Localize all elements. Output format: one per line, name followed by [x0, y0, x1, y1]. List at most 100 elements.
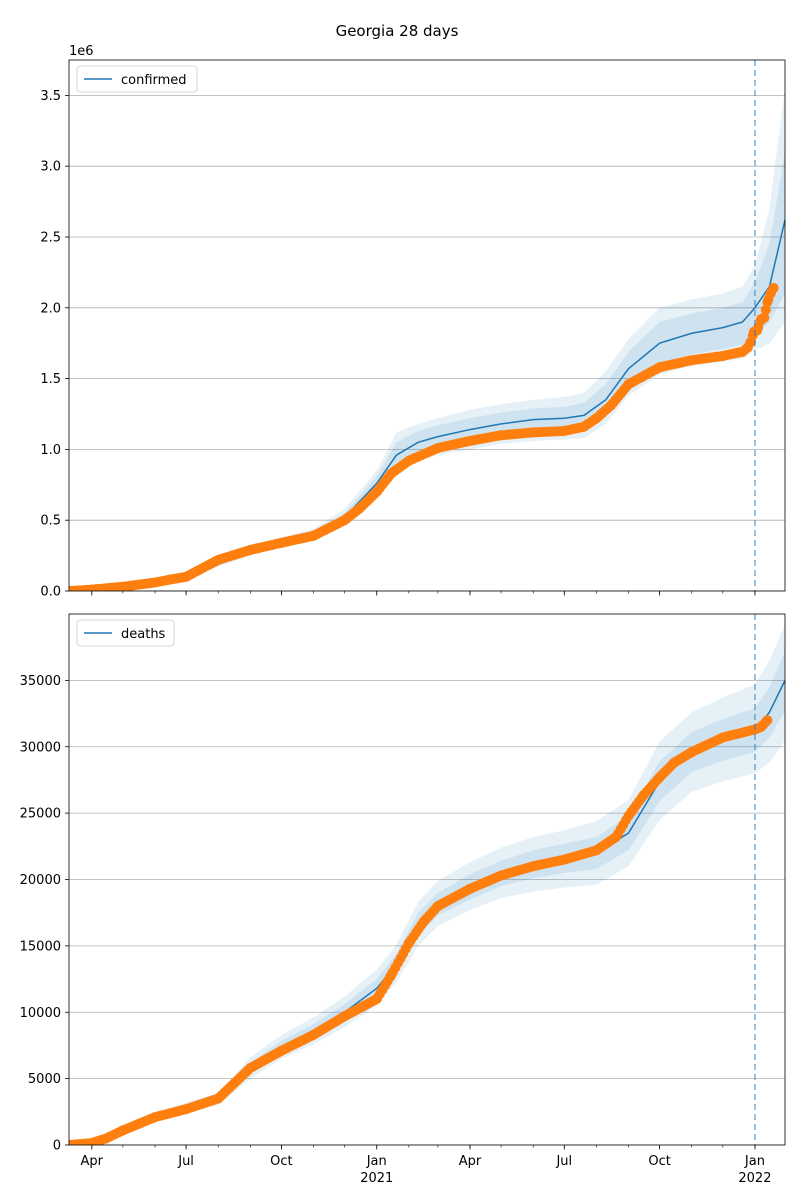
- plot-area: [69, 60, 785, 591]
- x-tick-label: Oct: [270, 1154, 292, 1169]
- x-tick-label: Oct: [648, 1154, 670, 1169]
- y-offset-label: 1e6: [69, 44, 94, 59]
- observed-point: [181, 1104, 192, 1115]
- observed-point: [276, 537, 287, 548]
- x-tick-year-label: 2022: [738, 1171, 771, 1186]
- y-tick-label: 0.5: [40, 514, 61, 529]
- observed-point: [578, 421, 589, 432]
- x-tick-label: Apr: [459, 1154, 482, 1169]
- observed-point: [717, 350, 728, 361]
- y-tick-label: 30000: [20, 740, 61, 755]
- observed-point: [756, 721, 767, 732]
- y-tick-label: 2.0: [40, 301, 61, 316]
- observed-point: [245, 1063, 256, 1074]
- chart-title: Georgia 28 days: [336, 22, 459, 40]
- observed-point: [611, 832, 622, 843]
- observed-point: [339, 1011, 350, 1022]
- observed-point: [654, 362, 665, 373]
- observed-point: [591, 845, 602, 856]
- observed-point: [759, 312, 770, 323]
- x-tick-year-label: 2021: [360, 1171, 393, 1186]
- observed-point: [623, 810, 634, 821]
- observed-point: [760, 304, 771, 315]
- x-tick-label: Apr: [81, 1154, 104, 1169]
- observed-point: [164, 574, 175, 585]
- plot-frame: [68, 59, 786, 592]
- uncertainty-band-0: [69, 88, 785, 591]
- y-tick-label: 3.5: [40, 89, 61, 104]
- legend: confirmed: [76, 65, 198, 93]
- observed-point: [371, 486, 382, 497]
- observed-point: [245, 544, 256, 555]
- x-tick-label: Jan: [744, 1154, 765, 1169]
- legend-label: deaths: [121, 627, 166, 642]
- observed-point: [752, 325, 763, 336]
- observed-point: [386, 468, 397, 479]
- observed-point: [528, 861, 539, 872]
- confirmed-panel: 0.0 0.5 1.0 1.5 2.0 2.5 3.0 3.5 1e6 confirmed: [40, 44, 786, 600]
- observed-point: [117, 1125, 128, 1136]
- observed-point: [150, 577, 160, 588]
- legend-box: [76, 65, 198, 93]
- observed-point: [623, 379, 634, 390]
- observed-point: [418, 916, 429, 927]
- y-tick-label: 10000: [20, 1006, 61, 1021]
- observed-point: [213, 554, 224, 565]
- observed-point: [339, 515, 350, 526]
- observed-point: [559, 854, 570, 865]
- observed-point: [465, 883, 475, 894]
- observed-point: [69, 1140, 74, 1145]
- observed-point: [762, 297, 773, 308]
- observed-point: [654, 772, 665, 783]
- observed-point: [717, 732, 728, 743]
- observed-point: [768, 282, 779, 293]
- observed-point: [386, 970, 397, 981]
- observed-point: [496, 430, 507, 441]
- legend: deaths: [76, 619, 175, 647]
- observed-point: [354, 503, 365, 514]
- observed-point: [432, 901, 443, 912]
- observed-point: [559, 425, 570, 436]
- x-tick-label: Jul: [177, 1154, 194, 1169]
- observed-point: [638, 790, 649, 801]
- observed-point: [86, 1138, 97, 1145]
- uncertainty-band-0: [69, 624, 785, 1145]
- uncertainty-band-1: [69, 152, 785, 591]
- y-tick-label: 5000: [28, 1072, 61, 1087]
- observed-point: [276, 1045, 287, 1056]
- observed-point: [465, 435, 475, 446]
- observed-point: [591, 413, 602, 424]
- observed-point: [432, 442, 443, 453]
- y-tick-label: 1.0: [40, 443, 61, 458]
- observed-point: [605, 400, 616, 411]
- observed-point: [308, 1029, 319, 1040]
- y-tick-label: 0.0: [40, 585, 61, 600]
- observed-point: [669, 757, 680, 768]
- observed-point: [403, 938, 414, 949]
- model-line: [69, 219, 785, 591]
- observed-point: [371, 993, 382, 1004]
- legend-box: [76, 619, 175, 647]
- observed-point: [686, 747, 697, 758]
- y-tick-label: 3.0: [40, 160, 61, 175]
- x-tick-label: Jul: [555, 1154, 572, 1169]
- x-tick-label: Jan: [366, 1154, 387, 1169]
- y-tick-label: 0: [53, 1139, 61, 1154]
- y-tick-label: 1.5: [40, 372, 61, 387]
- observed-point: [496, 870, 507, 881]
- observed-point: [181, 571, 192, 582]
- y-tick-label: 15000: [20, 939, 61, 954]
- observed-point: [686, 355, 697, 366]
- y-tick-label: 20000: [20, 873, 61, 888]
- y-tick-label: 2.5: [40, 231, 61, 246]
- observed-point: [117, 581, 128, 591]
- observed-point: [762, 715, 773, 726]
- plot-area: [69, 614, 785, 1145]
- observed-point: [150, 1112, 160, 1123]
- observed-point: [745, 336, 756, 347]
- deaths-panel: 0 5000 10000 15000 20000 25000 30000 35000 Apr Ju…: [20, 613, 786, 1186]
- observed-point: [213, 1093, 224, 1104]
- legend-label: confirmed: [121, 73, 187, 88]
- observed-point: [69, 586, 74, 591]
